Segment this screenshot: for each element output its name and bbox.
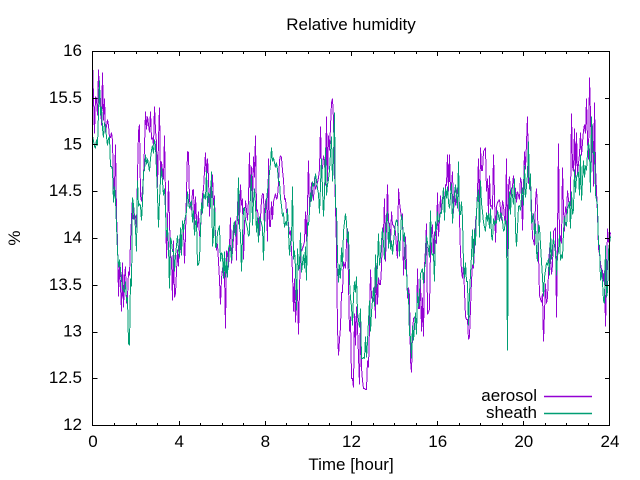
svg-text:aerosol: aerosol [481,386,537,405]
svg-text:12: 12 [342,432,361,451]
svg-text:14.5: 14.5 [49,181,82,200]
svg-text:13: 13 [63,322,82,341]
svg-text:14: 14 [63,228,82,247]
svg-text:0: 0 [88,432,97,451]
svg-text:sheath: sheath [486,403,537,422]
svg-text:4: 4 [174,432,183,451]
svg-text:24: 24 [601,432,620,451]
svg-text:Time [hour]: Time [hour] [308,455,393,474]
svg-text:12.5: 12.5 [49,368,82,387]
svg-text:16: 16 [63,41,82,60]
svg-text:20: 20 [514,432,533,451]
svg-text:13.5: 13.5 [49,275,82,294]
svg-text:%: % [5,230,24,245]
svg-text:15: 15 [63,135,82,154]
svg-text:15.5: 15.5 [49,88,82,107]
svg-text:8: 8 [261,432,270,451]
svg-text:12: 12 [63,415,82,434]
svg-text:Relative humidity: Relative humidity [286,15,416,34]
svg-text:16: 16 [428,432,447,451]
